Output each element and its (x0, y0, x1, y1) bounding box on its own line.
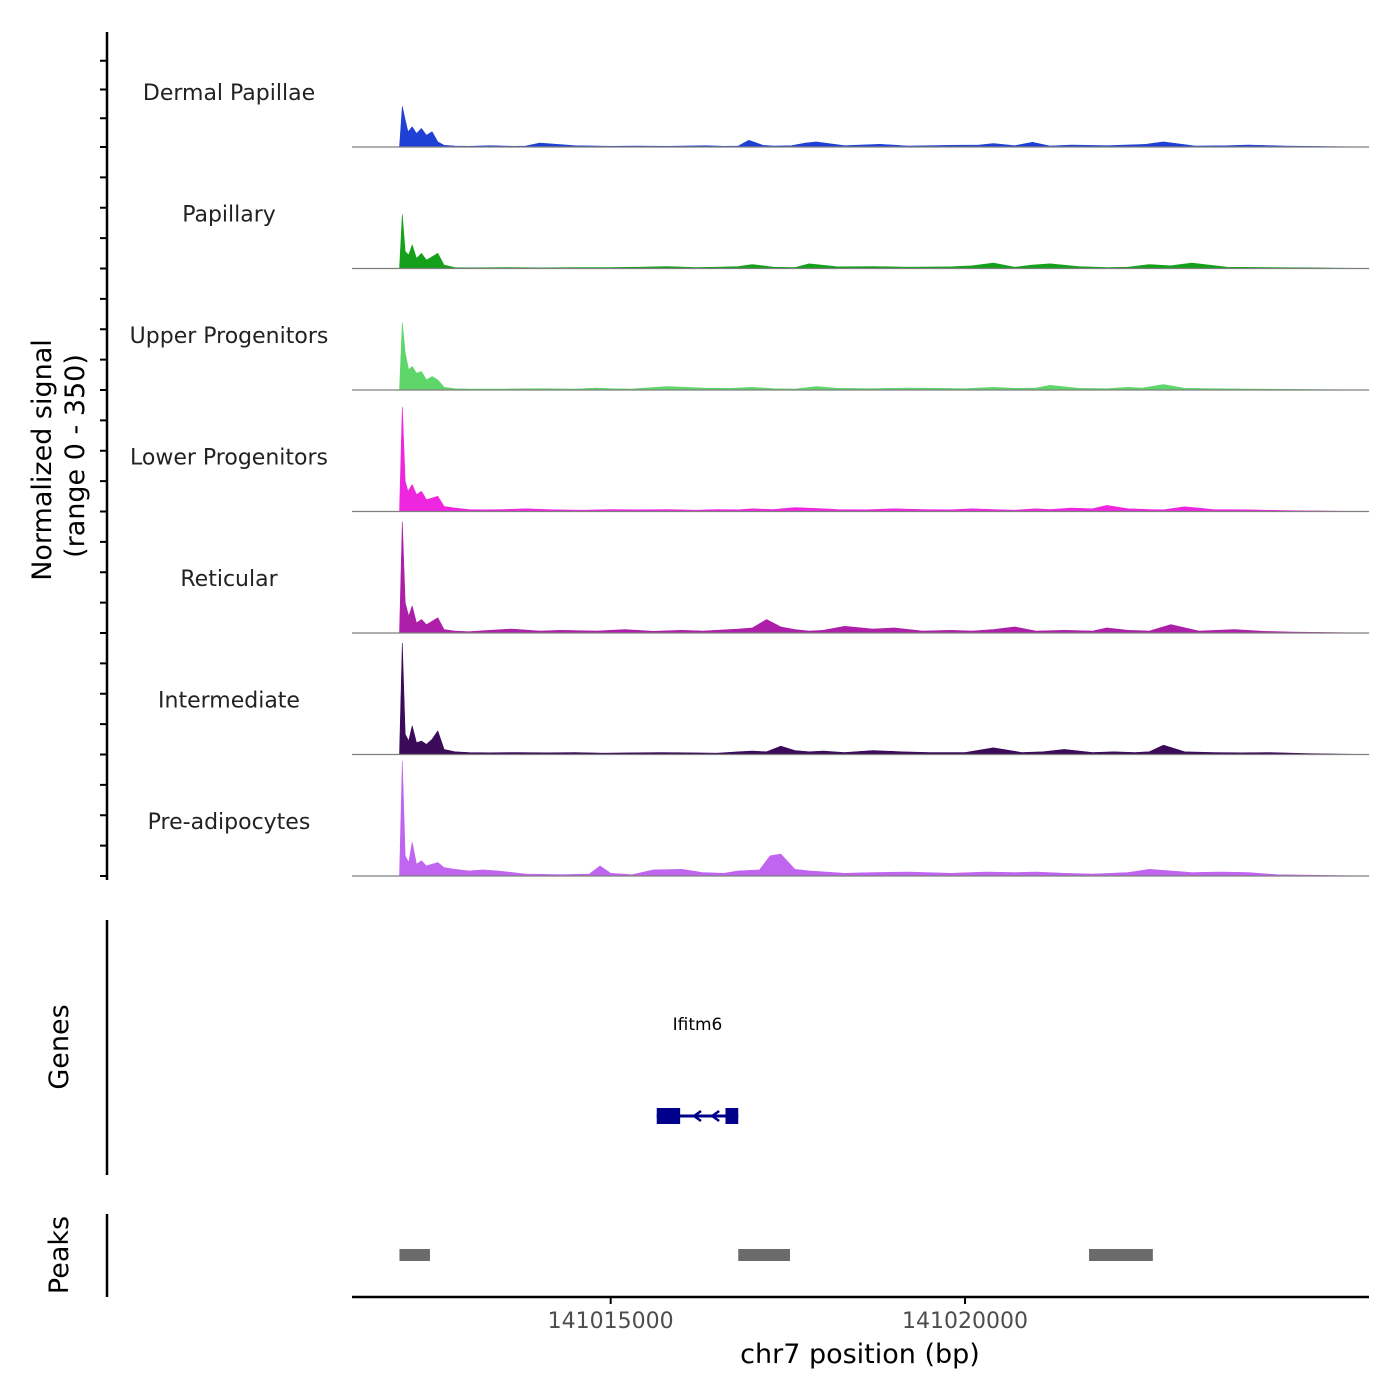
strand-arrow-icon (710, 1109, 720, 1123)
coverage-area-intermediate (399, 642, 1370, 755)
x-tick-label: 141015000 (548, 1309, 674, 1334)
gene-ifitm6: Ifitm6 (656, 1015, 739, 1124)
coverage-area-pre-adipocytes (399, 761, 1370, 877)
track-upper-progenitors: Upper Progenitors (130, 322, 1370, 391)
track-dermal-papillae: Dermal Papillae (143, 81, 1370, 148)
track-label-lower-progenitors: Lower Progenitors (130, 446, 328, 471)
track-label-dermal-papillae: Dermal Papillae (143, 81, 315, 106)
gene-label-ifitm6: Ifitm6 (673, 1015, 723, 1035)
signal-y-axis (100, 32, 109, 880)
track-intermediate: Intermediate (158, 642, 1370, 756)
coverage-tracks: Dermal Papillae Papillary Upper Progenitor… (130, 81, 1370, 877)
coverage-area-lower-progenitors (399, 406, 1370, 512)
signal-y-axis-ticks (100, 59, 107, 877)
strand-arrow-icon (691, 1109, 702, 1123)
peak-region (399, 1249, 430, 1261)
track-label-intermediate: Intermediate (158, 689, 300, 714)
track-label-upper-progenitors: Upper Progenitors (130, 324, 329, 349)
peak-region (1089, 1249, 1153, 1261)
track-pre-adipocytes: Pre-adipocytes (148, 761, 1370, 877)
x-axis-ticks: 141015000 141020000 (548, 1297, 1028, 1334)
track-label-reticular: Reticular (180, 567, 278, 592)
peaks-track-title: Peaks (44, 1216, 75, 1294)
coverage-area-upper-progenitors (399, 322, 1370, 391)
track-label-pre-adipocytes: Pre-adipocytes (148, 810, 311, 835)
gene-exon (656, 1108, 681, 1124)
track-reticular: Reticular (180, 521, 1370, 634)
track-papillary: Papillary (182, 203, 1370, 270)
x-tick-label: 141020000 (902, 1309, 1028, 1334)
x-axis-title: chr7 position (bp) (740, 1339, 980, 1370)
peaks-track (399, 1249, 1153, 1261)
y-axis-title: Normalized signal (27, 339, 58, 581)
track-lower-progenitors: Lower Progenitors (130, 406, 1370, 513)
coverage-area-dermal-papillae (399, 106, 1370, 148)
coverage-area-reticular (399, 521, 1370, 634)
genes-track-title: Genes (44, 1004, 75, 1089)
gene-exon (725, 1108, 739, 1124)
track-label-papillary: Papillary (182, 203, 276, 228)
peak-region (738, 1249, 790, 1261)
y-axis-range-label: (range 0 - 350) (60, 354, 91, 558)
coverage-area-papillary (399, 214, 1370, 269)
genes-track: Ifitm6 (656, 1015, 739, 1124)
